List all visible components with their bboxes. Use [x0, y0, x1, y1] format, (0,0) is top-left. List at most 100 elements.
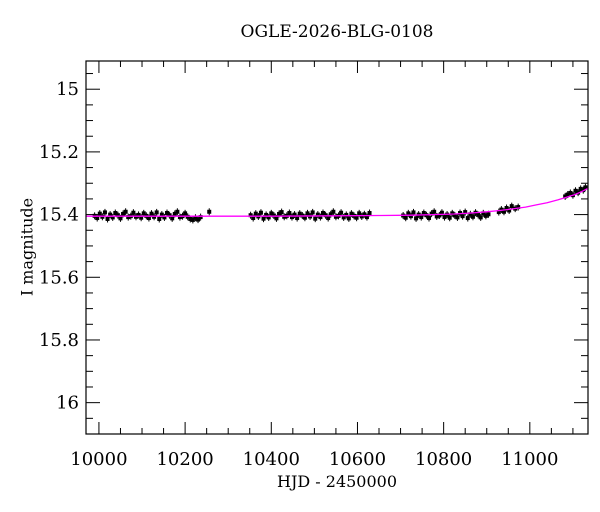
data-point: [429, 211, 434, 216]
data-point: [573, 188, 578, 193]
data-point: [95, 216, 100, 221]
x-tick-label: 10600: [329, 449, 386, 470]
data-point: [563, 194, 568, 199]
data-point: [190, 217, 195, 222]
data-point: [193, 215, 198, 220]
data-point: [282, 214, 287, 219]
data-point: [339, 210, 344, 215]
plot-frame: [85, 60, 589, 435]
data-point: [177, 215, 182, 220]
data-point: [447, 215, 452, 220]
data-point: [583, 185, 588, 190]
data-point: [346, 216, 351, 221]
data-point: [139, 215, 144, 220]
data-point: [328, 212, 333, 217]
data-point: [159, 212, 164, 217]
data-point: [432, 209, 437, 214]
data-point: [364, 215, 369, 220]
data-point: [172, 211, 177, 216]
data-point: [118, 216, 123, 221]
data-point: [426, 216, 431, 221]
data-point: [131, 210, 136, 215]
data-point: [126, 215, 131, 220]
data-point: [470, 214, 475, 219]
data-point: [97, 211, 102, 216]
data-point: [108, 212, 113, 217]
data-point: [331, 209, 336, 214]
data-point: [123, 209, 128, 214]
data-point: [439, 210, 444, 215]
x-axis-title: HJD - 2450000: [276, 472, 398, 491]
data-point: [188, 216, 193, 221]
data-point: [465, 216, 470, 221]
data-point: [105, 216, 110, 221]
y-tick-label: 15.2: [39, 142, 79, 163]
data-point: [170, 216, 175, 221]
data-point: [326, 216, 331, 221]
data-point: [292, 212, 297, 217]
data-point: [289, 215, 294, 220]
data-point: [261, 216, 266, 221]
data-point: [354, 215, 359, 220]
data-point: [302, 215, 307, 220]
data-point: [110, 215, 115, 220]
model-curve: [86, 187, 589, 217]
data-point: [362, 212, 367, 217]
data-point: [279, 210, 284, 215]
data-point: [483, 213, 488, 218]
data-point: [411, 210, 416, 215]
data-point: [269, 211, 274, 216]
data-point: [165, 211, 170, 216]
data-point: [434, 214, 439, 219]
data-point: [468, 212, 473, 217]
data-point: [310, 210, 315, 215]
x-tick-label: 10200: [156, 449, 213, 470]
data-point: [452, 213, 457, 218]
data-point: [274, 216, 279, 221]
data-point: [442, 215, 447, 220]
data-point: [175, 209, 180, 214]
data-point: [568, 190, 573, 195]
data-point: [113, 211, 118, 216]
data-point: [102, 210, 107, 215]
data-point: [167, 213, 172, 218]
data-point: [507, 208, 512, 213]
x-tick-label: 10400: [243, 449, 300, 470]
data-point: [419, 215, 424, 220]
data-point: [501, 209, 506, 214]
y-tick-label: 15.6: [39, 267, 79, 288]
data-point: [357, 211, 362, 216]
data-point: [481, 211, 486, 216]
data-point: [277, 211, 282, 216]
data-point: [460, 214, 465, 219]
data-point: [149, 211, 154, 216]
data-point: [196, 217, 201, 222]
x-tick-label: 10000: [70, 449, 127, 470]
data-point: [408, 214, 413, 219]
y-tick-label: 15.4: [39, 205, 79, 226]
data-point: [264, 212, 269, 217]
data-point: [136, 212, 141, 217]
data-point: [565, 192, 570, 197]
y-tick-label: 15: [56, 79, 79, 100]
data-point: [287, 211, 292, 216]
data-point: [421, 211, 426, 216]
data-point: [437, 213, 442, 218]
data-point: [157, 216, 162, 221]
data-point: [315, 212, 320, 217]
data-point: [349, 211, 354, 216]
data-point: [183, 211, 188, 216]
x-tick-label: 11000: [501, 449, 558, 470]
y-tick-label: 15.8: [39, 330, 79, 351]
data-point: [154, 210, 159, 215]
data-point: [141, 211, 146, 216]
data-point: [486, 212, 491, 217]
data-point: [367, 211, 372, 216]
data-point: [251, 216, 256, 221]
data-point: [297, 211, 302, 216]
data-point: [463, 210, 468, 215]
x-tick-label: 10800: [415, 449, 472, 470]
data-point: [162, 215, 167, 220]
